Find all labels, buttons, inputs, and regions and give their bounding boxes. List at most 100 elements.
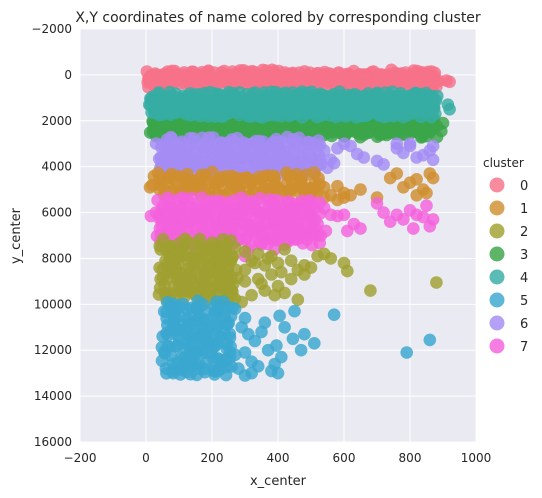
chart-title: X,Y coordinates of name colored by corre…	[75, 10, 481, 26]
data-point	[265, 364, 278, 378]
data-point	[190, 346, 203, 360]
data-point	[286, 332, 300, 346]
legend-marker-3	[489, 246, 505, 262]
data-point	[270, 339, 283, 352]
data-point	[275, 350, 288, 364]
legend-marker-1	[489, 200, 505, 216]
y-tick-label: 0	[64, 68, 72, 82]
data-point	[400, 346, 414, 359]
legend-title: cluster	[483, 156, 524, 170]
y-axis-label: y_center	[9, 207, 24, 264]
data-point	[420, 199, 433, 212]
legend-marker-6	[489, 315, 505, 331]
legend-label-6: 6	[520, 317, 528, 332]
legend-marker-0	[489, 177, 505, 193]
data-point	[248, 334, 262, 348]
y-tick-label: 12000	[34, 343, 72, 357]
data-point	[407, 222, 420, 235]
data-point	[144, 75, 158, 89]
x-tick-label: 800	[399, 451, 422, 465]
data-point	[423, 333, 437, 347]
y-tick-label: 6000	[41, 206, 72, 220]
series-5	[155, 294, 437, 382]
data-point	[255, 277, 268, 291]
legend-label-3: 3	[520, 248, 528, 263]
data-point	[377, 158, 390, 171]
data-point	[198, 365, 212, 379]
data-point	[377, 206, 390, 219]
x-tick-label: 600	[333, 451, 356, 465]
data-point	[327, 156, 341, 170]
data-point	[161, 329, 175, 343]
data-point	[284, 183, 297, 196]
data-point	[420, 186, 433, 200]
data-point	[258, 316, 272, 330]
legend-label-2: 2	[520, 225, 528, 240]
data-point	[324, 252, 338, 265]
data-point	[218, 282, 232, 295]
legend-marker-4	[489, 269, 505, 285]
legend-label-0: 0	[520, 179, 528, 194]
data-point	[429, 107, 442, 121]
data-point	[238, 311, 252, 325]
data-point	[390, 137, 404, 150]
data-point	[170, 340, 183, 353]
data-point	[354, 222, 367, 235]
legend-marker-7	[489, 338, 505, 354]
data-point	[298, 327, 311, 341]
data-point	[265, 268, 278, 281]
data-point	[357, 151, 371, 164]
data-point	[426, 153, 440, 167]
data-point	[294, 343, 308, 357]
x-tick-label: 0	[142, 451, 150, 465]
data-point	[416, 210, 430, 224]
data-point	[410, 173, 423, 186]
x-axis-label: x_center	[250, 474, 307, 489]
data-point	[238, 275, 252, 288]
data-point	[308, 337, 321, 350]
data-point	[354, 183, 367, 196]
data-point	[311, 217, 324, 231]
x-tick-label: 400	[267, 451, 290, 465]
data-point	[238, 346, 252, 359]
data-point	[219, 368, 233, 382]
data-point	[426, 213, 440, 226]
legend-marker-2	[489, 223, 505, 239]
data-point	[443, 75, 456, 89]
data-point	[288, 304, 301, 318]
data-point	[248, 256, 262, 270]
legend-label-5: 5	[520, 294, 528, 309]
data-point	[319, 224, 333, 238]
legend: cluster 0 1 2 3 4 5 6 7	[483, 156, 528, 355]
x-tick-labels: −200 0 200 400 600 800 1000	[64, 451, 492, 465]
legend-label-4: 4	[520, 271, 528, 286]
y-tick-label: −2000	[31, 22, 72, 36]
data-point	[278, 243, 291, 256]
data-point	[245, 366, 258, 380]
y-tick-labels: −2000 0 2000 4000 6000 8000 10000 12000 14000 160…	[31, 22, 72, 449]
series-1	[143, 165, 440, 207]
data-point	[435, 124, 448, 138]
data-point	[426, 139, 440, 153]
data-point	[278, 286, 291, 300]
data-point	[370, 197, 384, 210]
data-point	[278, 321, 291, 334]
data-point	[291, 293, 305, 307]
data-point	[238, 263, 252, 277]
data-point	[185, 191, 198, 205]
y-tick-label: 16000	[34, 435, 72, 449]
data-point	[143, 181, 157, 194]
y-tick-label: 2000	[41, 114, 72, 128]
data-point	[298, 268, 311, 281]
data-point	[410, 189, 423, 202]
y-tick-label: 14000	[34, 389, 72, 403]
data-point	[364, 284, 377, 297]
data-point	[284, 272, 298, 286]
data-point	[341, 264, 354, 278]
data-point	[284, 254, 298, 267]
data-point	[337, 208, 351, 222]
y-tick-label: 10000	[34, 297, 72, 311]
x-tick-label: 200	[201, 451, 224, 465]
series-2	[152, 232, 443, 309]
